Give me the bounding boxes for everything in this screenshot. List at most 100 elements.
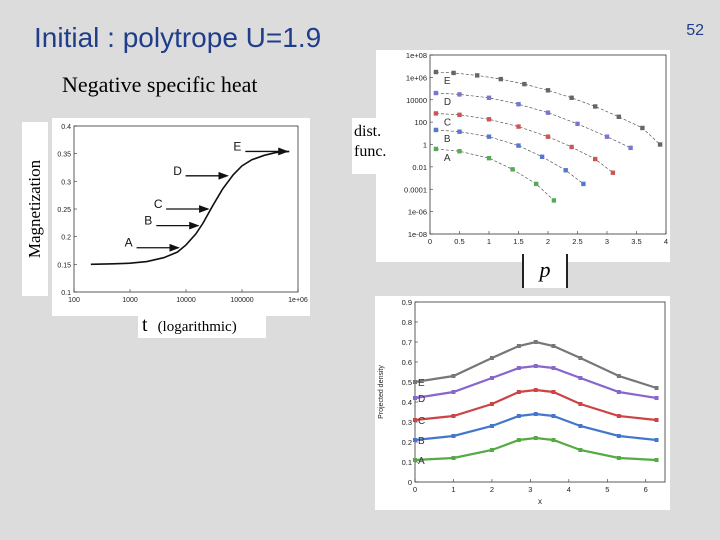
distribution-point-d [433,90,439,96]
distribution-point-b [457,129,462,134]
distribution-point-c [516,124,521,129]
distribution-xtick-label: 2.5 [572,237,582,246]
magnetization-ylabel-box: Magnetization [22,122,48,296]
density-xtick-label: 6 [644,485,648,494]
density-series-label-e: E [418,378,425,389]
distribution-point-a [534,181,539,187]
distribution-point-c [593,156,598,162]
distribution-point-c [545,134,551,139]
density-point-b [516,414,521,418]
distribution-point-c [457,112,462,118]
density-ytick-label: 0 [408,478,412,487]
magnetization-xtick-label: 100000 [230,297,253,304]
magnetization-curve [90,150,290,266]
distribution-frame [429,54,667,235]
distribution-fit-a [435,148,555,201]
density-point-b [578,424,583,428]
density-point-a [616,456,621,460]
density-ytick-label: 0.6 [402,358,412,367]
density-point-d [654,396,659,400]
density-xtick-label: 2 [490,485,494,494]
distribution-point-e [522,81,527,87]
density-point-b [551,414,556,418]
distribution-point-e [593,104,598,109]
density-frame [414,301,666,483]
density-ytick-label: 0.8 [402,318,412,327]
distribution-chart: 0 0.5 1 1.5 2 2.5 3 3.5 4 1e-08 1e-06 0.0001 0.01 1 10… [404,51,668,246]
distribution-point-e [569,95,574,100]
density-xtick-label: 4 [567,485,571,494]
distribution-ytick-label: 1e+08 [406,51,427,60]
density-ytick-label: 0.2 [402,438,412,447]
distribution-series-label-c: C [444,117,451,128]
magnetization-ytick-label: 0.15 [57,262,71,269]
distribution-series-label-b: B [444,134,451,145]
distribution-point-e [657,142,663,147]
distribution-point-d [545,110,551,115]
distribution-point-d [628,145,633,151]
distribution-series-label-a: A [444,153,451,164]
density-chart: 0 1 2 3 4 5 6 0 0.1 0.2 0.3 0.4 0.5 0.6 0.7 0.8 0.9 x Proj… [378,298,666,506]
magnetization-xtick-label: 1000 [122,297,138,304]
magnetization-ylabel: Magnetization [25,159,44,259]
density-point-c [516,390,521,394]
density-point-c [413,418,417,422]
distribution-point-e [498,76,503,82]
density-ytick-label: 0.5 [402,378,412,387]
annotation-label-b: B [144,214,152,228]
density-ytick-label: 0.1 [402,458,412,467]
distribution-point-a [457,149,462,154]
momentum-p-label: p [539,257,551,282]
distribution-xtick-label: 0.5 [454,237,464,246]
distribution-point-a [433,146,439,152]
momentum-p-box: p [522,254,568,288]
density-xtick-label: 1 [451,485,455,494]
distribution-ytick-label: 1e-08 [408,230,427,239]
density-series-label-b: B [418,436,425,447]
density-point-e [489,356,494,360]
density-point-e [533,340,538,344]
magnetization-xtick-label: 1e+06 [288,297,308,304]
t-symbol: t [142,314,148,336]
slide-title: Initial : polytrope U=1.9 [34,22,322,53]
density-point-d [516,366,521,370]
distribution-ytick-label: 1e+06 [406,73,427,82]
distribution-fit-c [435,113,614,174]
distribution-point-d [457,92,462,97]
distribution-ytick-label: 10000 [406,96,427,105]
density-point-b [489,424,494,428]
magnetization-ytick-label: 0.4 [61,124,71,131]
distribution-point-e [640,125,645,131]
annotation-label-c: C [154,197,163,211]
density-xtick-label: 3 [528,485,532,494]
density-xlabel: x [538,497,542,506]
distribution-point-c [433,111,439,116]
distribution-xtick-label: 2 [546,237,550,246]
distribution-point-b [581,181,586,187]
distribution-point-c [610,170,616,175]
distribution-series-label-e: E [444,76,451,87]
annotation-label-d: D [173,164,182,178]
distribution-xtick-label: 1.5 [513,237,523,246]
distribution-ytick-label: 0.0001 [404,185,427,194]
annotation-label-a: A [125,236,133,250]
distribution-point-c [486,117,492,122]
density-point-a [489,448,494,452]
density-series-label-c: C [418,416,425,427]
slide-number: 52 [686,22,704,39]
distribution-point-b [516,143,521,148]
density-point-c [533,388,538,392]
distribution-point-b [486,134,492,139]
distribution-point-b [433,127,439,133]
distribution-point-b [563,168,568,173]
distribution-xtick-label: 0 [428,237,432,246]
density-point-b [616,434,621,438]
t-axis-label-box: t (logarithmic) [138,312,266,338]
density-point-d [533,364,538,368]
magnetization-xtick-label: 100 [68,297,80,304]
distribution-xtick-label: 3.5 [631,237,641,246]
density-point-d [489,376,494,380]
slide-subtitle: Negative specific heat [62,72,258,97]
distribution-point-e [545,88,551,93]
density-point-a [551,438,556,442]
